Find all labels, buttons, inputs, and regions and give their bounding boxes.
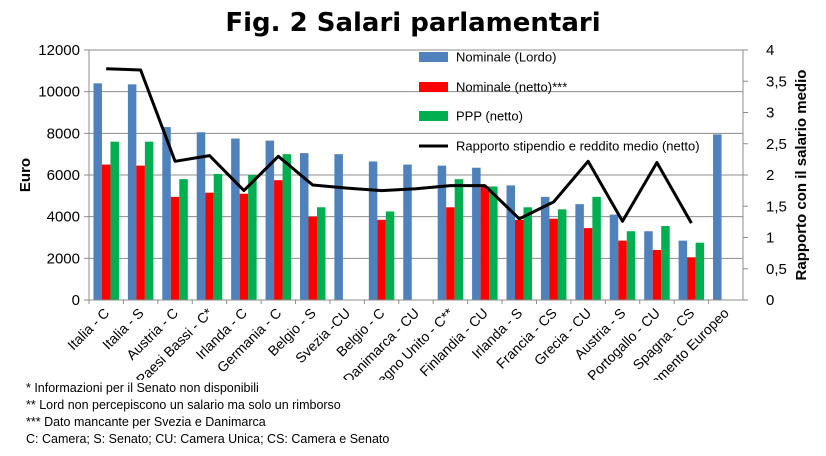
bar [265,140,275,300]
bar [136,165,145,300]
bar [110,141,119,300]
bar [274,180,283,300]
bar [687,257,696,300]
y-tick-label: 6000 [47,167,80,184]
bar [472,167,481,300]
bar [179,179,188,300]
ratio-series-line [106,67,693,224]
bar [480,186,490,300]
bar [377,219,386,300]
bar [93,83,102,300]
bar [231,138,240,300]
bar [437,165,447,300]
bar [385,211,395,300]
y-right-tick-label: 2 [766,167,774,184]
bar [678,240,688,300]
bar [446,207,455,300]
footnote: ** Lord non percepiscono un salario ma s… [26,398,341,412]
y-tick-label: 10000 [38,84,80,101]
bar [523,207,533,300]
bar [144,141,154,300]
y-right-tick-label: 0,5 [766,261,787,278]
y-tick-label: 0 [72,292,80,309]
legend-swatch [419,52,448,62]
bar [557,209,567,300]
ratio-line [106,67,693,224]
footnote: * Informazioni per il Senato non disponi… [26,381,259,395]
bar [713,134,722,300]
y-right-tick-label: 3,5 [766,73,787,90]
y-axis-label: Euro [17,158,34,192]
y-tick-label: 2000 [47,250,80,267]
footnote: C: Camera; S: Senato; CU: Camera Unica; … [26,432,390,446]
bar [316,207,326,300]
bar [575,204,584,300]
bar [282,154,292,300]
bar [661,226,670,300]
bar [170,196,180,300]
y-axis-right-label: Rapporto con il salario medio [793,70,810,281]
bar [196,132,206,300]
bar [583,228,593,300]
bar [652,250,662,300]
legend-swatch [419,82,448,92]
bar [334,154,343,300]
bar [506,185,516,300]
legend-label: Nominale (Lordo) [456,50,556,65]
bar [127,84,137,300]
bar [454,179,464,300]
bar [308,216,317,300]
legend-label: Rapporto stipendio e reddito medio (nett… [456,139,700,154]
y-tick-label: 12000 [38,42,80,59]
y-right-tick-label: 4 [766,42,774,59]
legend-swatch [419,111,448,121]
legend-label: Nominale (netto)*** [456,80,567,95]
bar [644,231,653,300]
y-right-tick-label: 1 [766,230,774,247]
y-right-tick-label: 1,5 [766,198,787,215]
bar [162,127,171,300]
bar [618,240,627,300]
bar [248,175,257,300]
bars [93,83,722,300]
bar [239,193,249,300]
bar [626,231,636,300]
bar [695,242,705,300]
y-tick-label: 4000 [47,209,80,226]
bar-line-chart: Fig. 2 Salari parlamentari 0 2000 4000 6000… [17,8,810,380]
bar [489,186,498,300]
footnote: *** Dato mancante per Svezia e Danimarca [26,415,266,429]
bar [549,218,558,300]
bar [213,173,223,300]
bar [540,196,550,300]
bar [592,196,601,300]
legend: Nominale (Lordo) Nominale (netto)*** PPP (… [419,50,700,154]
bar [101,164,111,300]
bar [299,153,309,300]
bar [403,164,412,300]
chart-title: Fig. 2 Salari parlamentari [225,8,600,38]
bar [609,214,619,300]
bar [368,161,378,300]
bar [515,219,524,300]
legend-label: PPP (netto) [456,109,523,124]
y-right-tick-label: 3 [766,105,774,122]
y-right-tick-label: 0 [766,292,774,309]
y-tick-label: 8000 [47,125,80,142]
y-right-tick-label: 2,5 [766,136,787,153]
bar [205,192,214,300]
footnotes: * Informazioni per il Senato non disponi… [26,380,389,448]
